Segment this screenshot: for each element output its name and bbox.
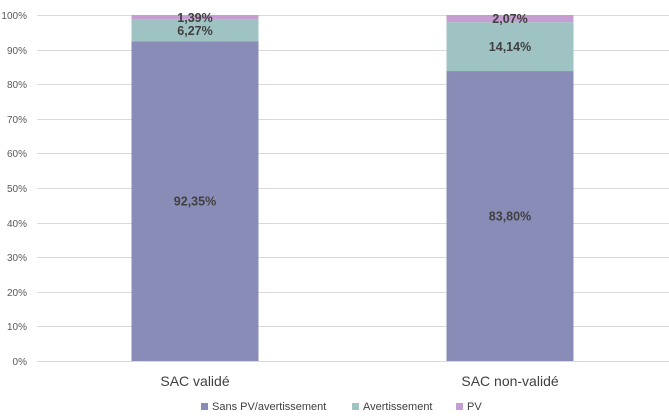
category-label: SAC non-validé	[461, 373, 558, 389]
bar-segment	[131, 19, 259, 42]
legend: Sans PV/avertissement Avertissement PV	[201, 401, 482, 413]
y-tick-label: 0%	[13, 357, 28, 368]
data-label: 6,27%	[177, 24, 212, 38]
legend-swatch	[456, 403, 463, 410]
y-tick-label: 70%	[7, 115, 27, 126]
data-label: 14,14%	[489, 40, 531, 54]
y-tick-label: 40%	[7, 219, 27, 230]
legend-swatch	[352, 403, 359, 410]
bars	[131, 14, 574, 362]
legend-item: Avertissement	[352, 401, 433, 413]
legend-swatch	[201, 403, 208, 410]
bar-segment	[446, 22, 574, 72]
bar-segment	[446, 71, 574, 361]
y-tick-label: 20%	[7, 288, 27, 299]
legend-label: PV	[467, 401, 482, 413]
legend-item: Sans PV/avertissement	[201, 401, 326, 413]
data-label: 83,80%	[489, 210, 531, 224]
legend-label: Sans PV/avertissement	[212, 401, 326, 413]
data-label: 2,07%	[492, 12, 527, 26]
y-tick-label: 80%	[7, 80, 27, 91]
y-tick-label: 50%	[7, 184, 27, 195]
y-tick-label: 60%	[7, 149, 27, 160]
x-axis-categories: SAC validé SAC non-validé	[160, 373, 558, 389]
legend-item: PV	[456, 401, 482, 413]
data-label: 92,35%	[174, 195, 216, 209]
y-tick-label: 90%	[7, 46, 27, 57]
y-tick-label: 30%	[7, 253, 27, 264]
bar-segment	[131, 41, 259, 362]
y-axis-ticks: 0% 10% 20% 30% 40% 50% 60% 70% 80% 90% 100%	[1, 11, 27, 368]
category-label: SAC validé	[160, 373, 229, 389]
data-label: 1,39%	[177, 11, 212, 25]
bar-segment	[131, 14, 259, 20]
y-tick-label: 10%	[7, 322, 27, 333]
bar-segment	[446, 14, 574, 23]
y-tick-label: 100%	[1, 11, 27, 22]
legend-label: Avertissement	[363, 401, 433, 413]
data-labels: 92,35% 6,27%1,39% 83,80% 14,14% 2,07%	[174, 11, 531, 224]
